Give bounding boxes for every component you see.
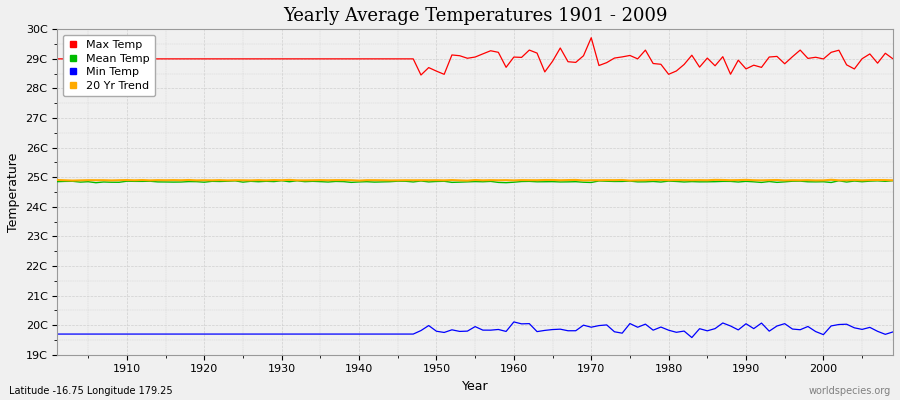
20 Yr Trend xyxy=(517,178,527,182)
Max Temp xyxy=(586,35,597,40)
Line: Max Temp: Max Temp xyxy=(58,38,893,75)
Min Temp xyxy=(609,329,620,334)
Min Temp xyxy=(517,322,527,326)
20 Yr Trend xyxy=(284,178,295,182)
Line: Min Temp: Min Temp xyxy=(58,322,893,338)
Mean Temp xyxy=(609,179,620,184)
Max Temp xyxy=(113,56,124,61)
20 Yr Trend xyxy=(113,178,124,182)
Text: worldspecies.org: worldspecies.org xyxy=(809,386,891,396)
Min Temp xyxy=(508,320,519,324)
Mean Temp xyxy=(292,178,302,183)
20 Yr Trend xyxy=(508,178,519,183)
Mean Temp xyxy=(91,180,102,185)
Max Temp xyxy=(517,55,527,60)
Min Temp xyxy=(500,329,511,334)
20 Yr Trend xyxy=(825,178,836,182)
Min Temp xyxy=(330,332,341,336)
20 Yr Trend xyxy=(887,178,898,183)
Mean Temp xyxy=(517,179,527,184)
Text: Latitude -16.75 Longitude 179.25: Latitude -16.75 Longitude 179.25 xyxy=(9,386,173,396)
Min Temp xyxy=(113,332,124,336)
Min Temp xyxy=(52,332,63,336)
Max Temp xyxy=(508,55,519,60)
20 Yr Trend xyxy=(462,178,472,183)
Y-axis label: Temperature: Temperature xyxy=(7,152,20,232)
Max Temp xyxy=(416,72,427,77)
Min Temp xyxy=(887,330,898,334)
Mean Temp xyxy=(52,179,63,184)
Mean Temp xyxy=(887,178,898,183)
Legend: Max Temp, Mean Temp, Min Temp, 20 Yr Trend: Max Temp, Mean Temp, Min Temp, 20 Yr Tre… xyxy=(63,35,156,96)
Max Temp xyxy=(887,56,898,61)
Line: Mean Temp: Mean Temp xyxy=(58,181,893,183)
Min Temp xyxy=(284,332,295,336)
Max Temp xyxy=(616,54,627,59)
Mean Temp xyxy=(122,179,132,184)
Mean Temp xyxy=(338,179,349,184)
Max Temp xyxy=(52,56,63,61)
20 Yr Trend xyxy=(52,178,63,182)
Min Temp xyxy=(687,335,698,340)
Title: Yearly Average Temperatures 1901 - 2009: Yearly Average Temperatures 1901 - 2009 xyxy=(283,7,668,25)
20 Yr Trend xyxy=(330,178,341,182)
Max Temp xyxy=(330,56,341,61)
20 Yr Trend xyxy=(609,178,620,182)
Max Temp xyxy=(284,56,295,61)
Mean Temp xyxy=(508,180,519,184)
X-axis label: Year: Year xyxy=(462,380,489,393)
